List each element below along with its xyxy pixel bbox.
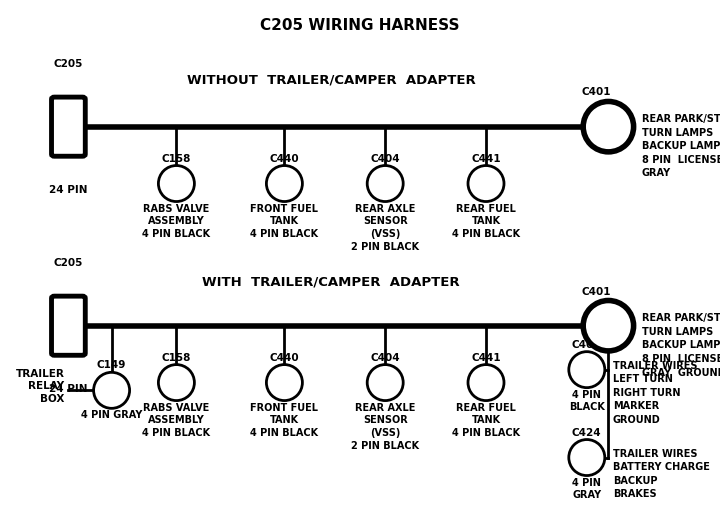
Ellipse shape	[583, 300, 634, 351]
Text: TRAILER WIRES
BATTERY CHARGE
BACKUP
BRAKES: TRAILER WIRES BATTERY CHARGE BACKUP BRAK…	[613, 449, 710, 499]
Text: C440: C440	[269, 154, 300, 163]
Text: C205 WIRING HARNESS: C205 WIRING HARNESS	[260, 18, 460, 33]
Text: WITH  TRAILER/CAMPER  ADAPTER: WITH TRAILER/CAMPER ADAPTER	[202, 275, 460, 288]
Text: C440: C440	[269, 353, 300, 362]
FancyBboxPatch shape	[52, 97, 85, 156]
Text: C407: C407	[572, 340, 602, 349]
Ellipse shape	[266, 364, 302, 401]
Text: 4 PIN GRAY: 4 PIN GRAY	[81, 410, 143, 420]
Ellipse shape	[569, 439, 605, 476]
Ellipse shape	[158, 364, 194, 401]
Text: C441: C441	[471, 353, 501, 362]
Ellipse shape	[367, 165, 403, 202]
Text: C149: C149	[97, 360, 126, 370]
Text: FRONT FUEL
TANK
4 PIN BLACK: FRONT FUEL TANK 4 PIN BLACK	[251, 204, 318, 239]
Text: C158: C158	[162, 353, 191, 362]
Text: REAR AXLE
SENSOR
(VSS)
2 PIN BLACK: REAR AXLE SENSOR (VSS) 2 PIN BLACK	[351, 204, 419, 252]
Ellipse shape	[94, 372, 130, 408]
Text: C404: C404	[370, 154, 400, 163]
Text: TRAILER
RELAY
BOX: TRAILER RELAY BOX	[16, 369, 64, 404]
Text: REAR PARK/STOP
TURN LAMPS
BACKUP LAMPS
8 PIN  LICENSE LAMPS
GRAY: REAR PARK/STOP TURN LAMPS BACKUP LAMPS 8…	[642, 114, 720, 178]
Text: 24 PIN: 24 PIN	[49, 384, 88, 394]
Text: TRAILER WIRES
LEFT TURN
RIGHT TURN
MARKER
GROUND: TRAILER WIRES LEFT TURN RIGHT TURN MARKE…	[613, 361, 697, 425]
Text: REAR FUEL
TANK
4 PIN BLACK: REAR FUEL TANK 4 PIN BLACK	[452, 403, 520, 438]
Text: REAR PARK/STOP
TURN LAMPS
BACKUP LAMPS
8 PIN  LICENSE LAMPS
GRAY  GROUND: REAR PARK/STOP TURN LAMPS BACKUP LAMPS 8…	[642, 313, 720, 377]
Text: RABS VALVE
ASSEMBLY
4 PIN BLACK: RABS VALVE ASSEMBLY 4 PIN BLACK	[143, 403, 210, 438]
Ellipse shape	[468, 165, 504, 202]
Text: C205: C205	[54, 58, 83, 69]
FancyBboxPatch shape	[52, 296, 85, 355]
Ellipse shape	[266, 165, 302, 202]
Ellipse shape	[468, 364, 504, 401]
Text: C424: C424	[572, 428, 602, 437]
Ellipse shape	[569, 352, 605, 388]
Text: WITHOUT  TRAILER/CAMPER  ADAPTER: WITHOUT TRAILER/CAMPER ADAPTER	[186, 73, 476, 87]
Text: RABS VALVE
ASSEMBLY
4 PIN BLACK: RABS VALVE ASSEMBLY 4 PIN BLACK	[143, 204, 210, 239]
Text: 24 PIN: 24 PIN	[49, 185, 88, 195]
Ellipse shape	[583, 101, 634, 152]
Text: C205: C205	[54, 257, 83, 268]
Text: C404: C404	[370, 353, 400, 362]
Text: REAR FUEL
TANK
4 PIN BLACK: REAR FUEL TANK 4 PIN BLACK	[452, 204, 520, 239]
Text: C158: C158	[162, 154, 191, 163]
Text: C441: C441	[471, 154, 501, 163]
Text: FRONT FUEL
TANK
4 PIN BLACK: FRONT FUEL TANK 4 PIN BLACK	[251, 403, 318, 438]
Ellipse shape	[367, 364, 403, 401]
Ellipse shape	[158, 165, 194, 202]
Text: 4 PIN
BLACK: 4 PIN BLACK	[569, 390, 605, 413]
Text: 4 PIN
GRAY: 4 PIN GRAY	[572, 478, 601, 500]
Text: REAR AXLE
SENSOR
(VSS)
2 PIN BLACK: REAR AXLE SENSOR (VSS) 2 PIN BLACK	[351, 403, 419, 451]
Text: C401: C401	[581, 87, 611, 98]
Text: C401: C401	[581, 286, 611, 297]
